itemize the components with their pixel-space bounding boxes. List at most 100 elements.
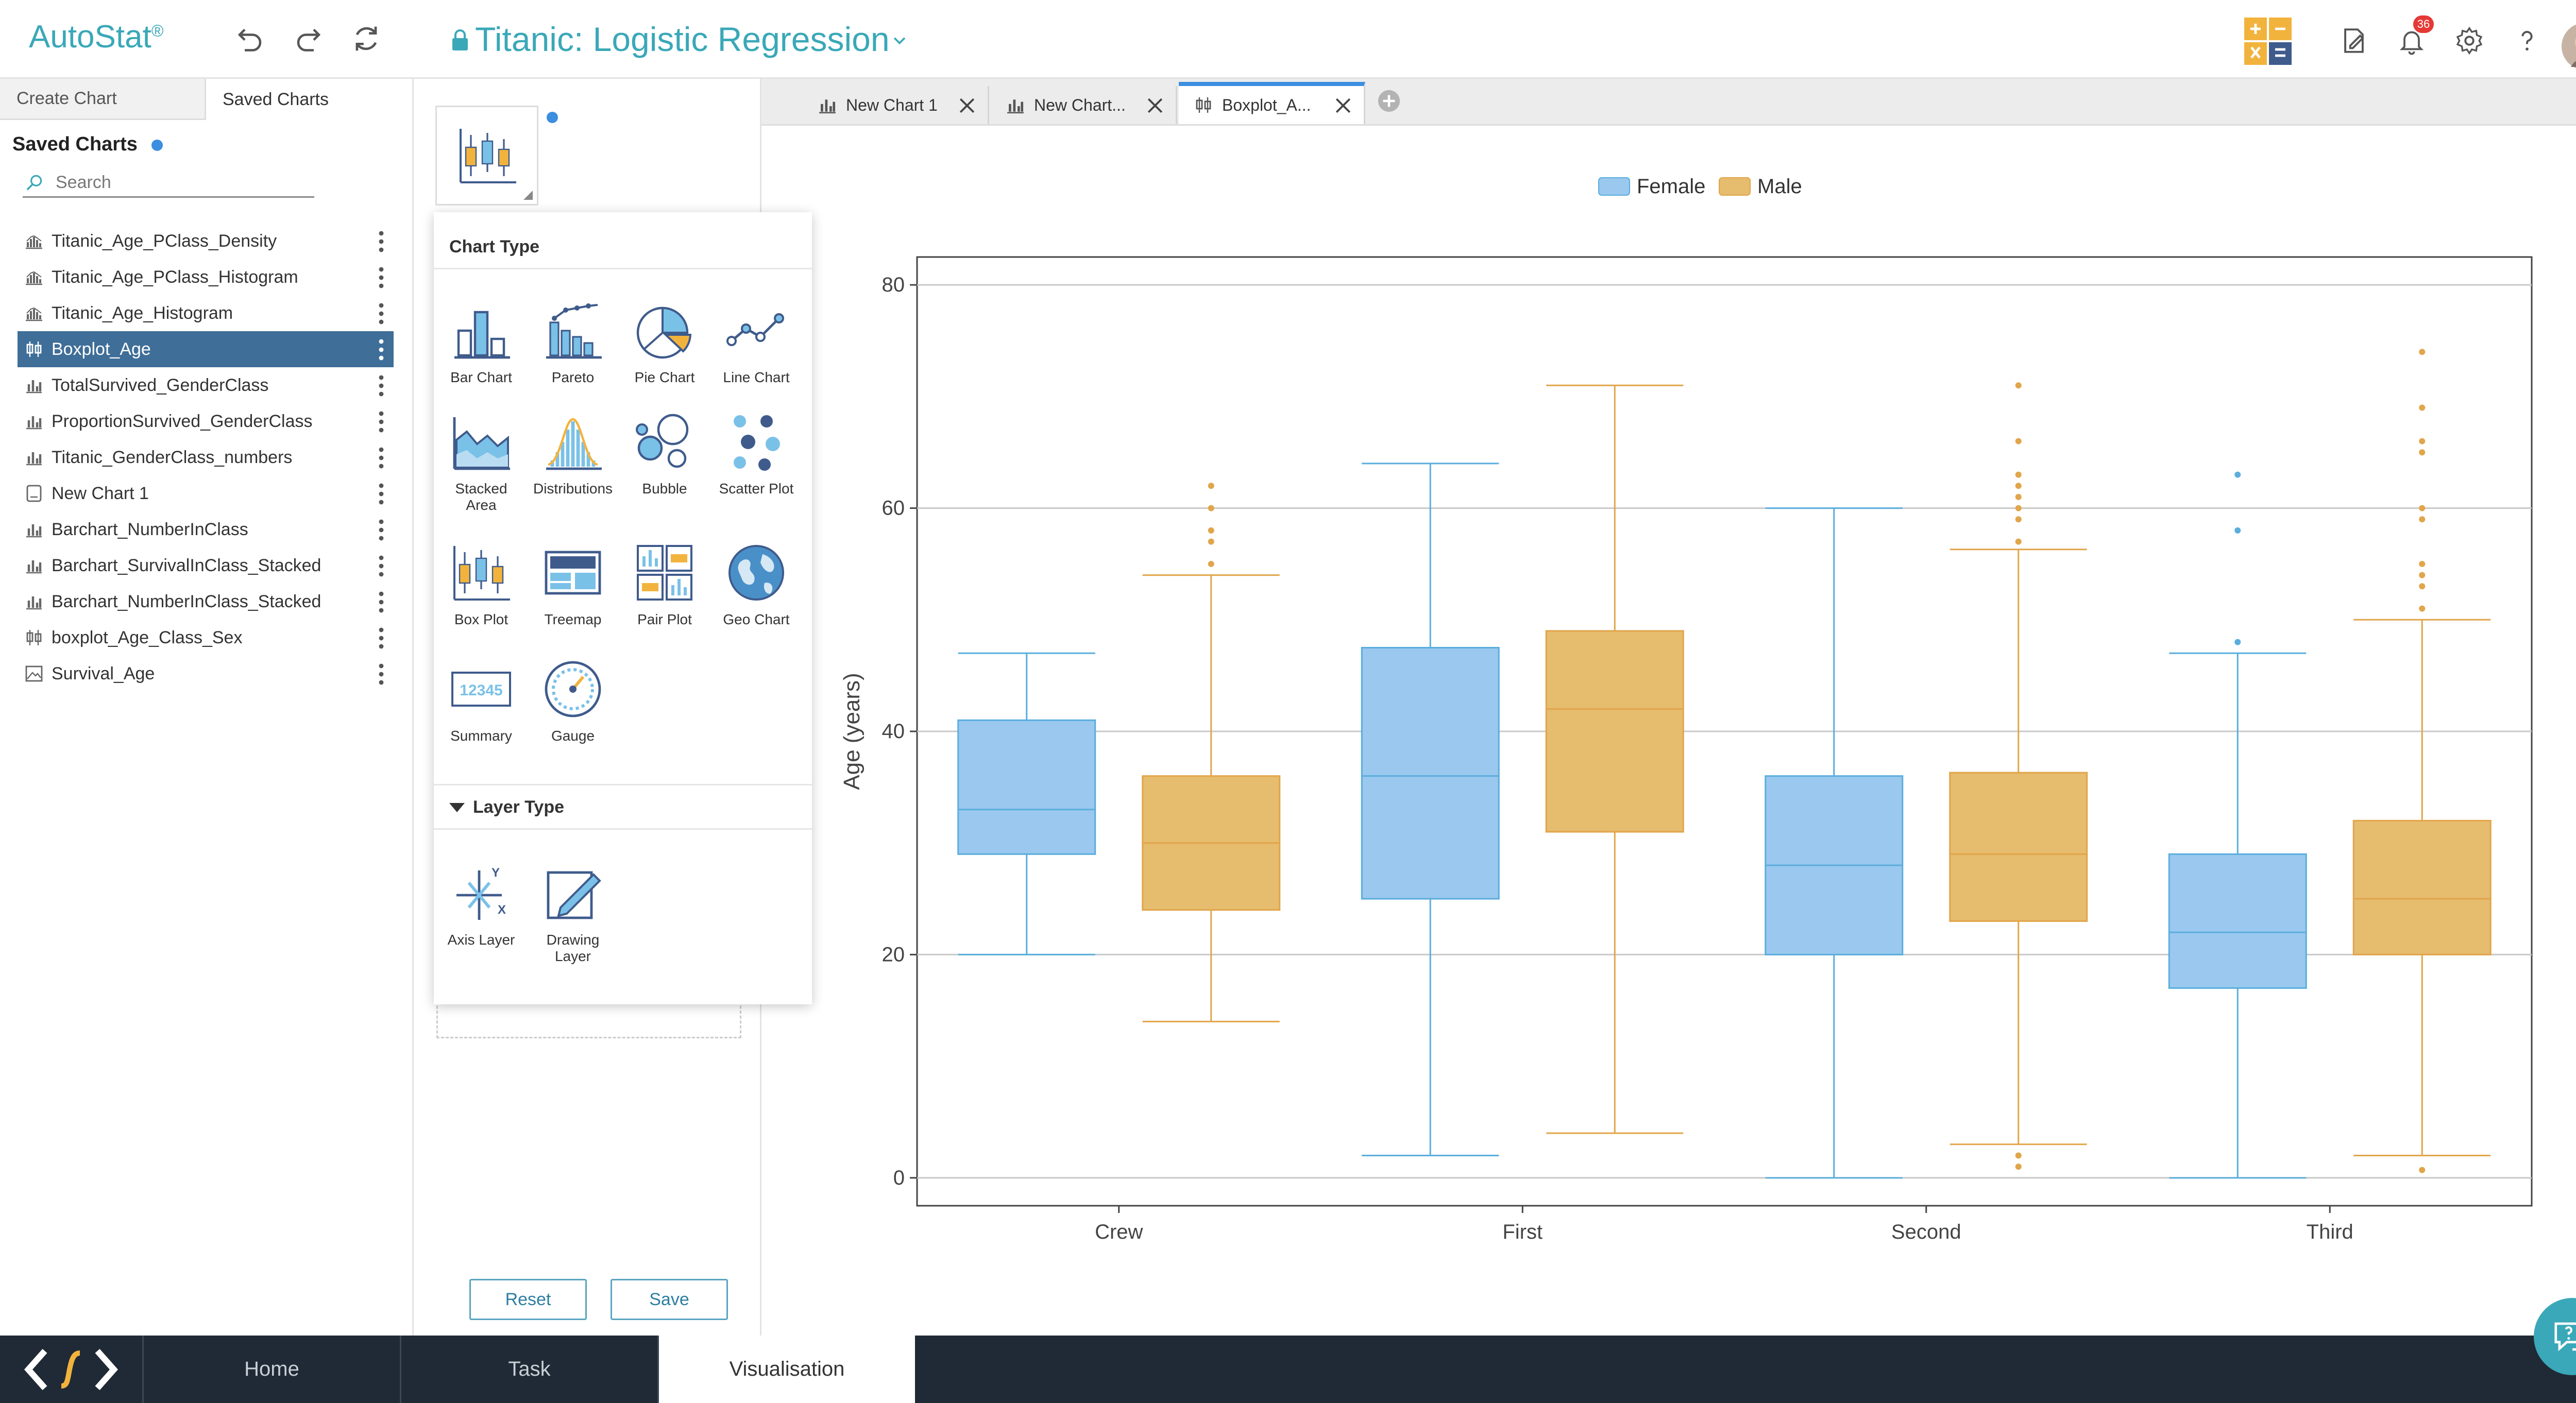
nav-tab-visualisation[interactable]: Visualisation [657,1336,915,1403]
pie-chart-icon [636,306,692,359]
tab-saved-charts[interactable]: Saved Charts [206,79,411,120]
chart-type-summary[interactable]: 12345 Summary [440,658,522,744]
more-vertical-icon[interactable] [376,410,386,433]
outlier-point [2015,538,2022,545]
close-icon[interactable] [1147,97,1163,114]
chart-type-gauge[interactable]: Gauge [532,658,614,744]
tab-create-chart[interactable]: Create Chart [0,79,206,120]
chart-type-label: Bubble [642,481,687,497]
x-tick-label: Third [2307,1221,2353,1243]
save-button[interactable]: Save [611,1279,728,1320]
reset-button[interactable]: Reset [469,1279,587,1320]
layer-type-toggle[interactable]: Layer Type [449,797,564,817]
more-vertical-icon[interactable] [376,374,386,397]
list-item[interactable]: Survival_Age [18,656,394,692]
refresh-button[interactable] [343,15,389,62]
outlier-point [2015,1152,2022,1159]
list-item[interactable]: Barchart_NumberInClass [18,511,394,547]
notes-edit-icon [2344,28,2364,53]
list-item[interactable]: Titanic_Age_PClass_Density [18,223,394,259]
nav-tab-home[interactable]: Home [142,1336,400,1403]
chart-type-pair-plot[interactable]: Pair Plot [623,542,706,628]
list-item[interactable]: Barchart_SurvivalInClass_Stacked [18,547,394,584]
more-vertical-icon[interactable] [376,447,386,469]
svg-text:X: X [498,903,506,917]
chart-type-selector[interactable] [435,106,538,206]
gear-icon [2456,26,2483,55]
notes-button[interactable] [2331,18,2377,64]
list-item[interactable]: boxplot_Age_Class_Sex [18,620,394,656]
more-vertical-icon[interactable] [376,338,386,361]
chart-type-scatter-plot[interactable]: Scatter Plot [715,411,798,497]
close-icon[interactable] [959,97,975,114]
chart-tab[interactable]: New Chart 1 [803,86,989,124]
more-vertical-icon[interactable] [376,591,386,613]
chart-type-pareto[interactable]: Pareto [532,300,614,386]
box-iqr [1949,772,2088,922]
nav-tab-task[interactable]: Task [400,1336,657,1403]
selection-indicator-dot [547,112,558,123]
app-logo-mark[interactable] [0,1336,142,1403]
outlier-point [1208,505,1214,511]
close-icon[interactable] [1335,97,1351,114]
boxplot-icon [23,627,45,648]
undo-button[interactable] [227,15,273,62]
more-vertical-icon[interactable] [376,302,386,325]
settings-button[interactable] [2446,18,2493,64]
more-vertical-icon[interactable] [376,555,386,577]
user-avatar[interactable] [2561,22,2576,71]
chart-type-bar-chart[interactable]: Bar Chart [440,300,522,386]
add-tab-icon[interactable] [1377,89,1401,113]
document-title[interactable]: Titanic: Logistic Regression [475,20,890,58]
list-item[interactable]: Titanic_GenderClass_numbers [18,439,394,475]
help-button[interactable] [2504,18,2550,64]
y-tick-label: 80 [882,273,905,296]
list-item[interactable]: TotalSurvived_GenderClass [18,367,394,403]
list-item-selected[interactable]: Boxplot_Age [18,331,394,367]
chart-type-box-plot[interactable]: Box Plot [440,542,522,628]
more-vertical-icon[interactable] [376,663,386,686]
more-vertical-icon[interactable] [376,266,386,289]
redo-icon [297,28,321,52]
chart-type-label: Stacked Area [455,481,507,513]
chart-type-pie-chart[interactable]: Pie Chart [623,300,706,386]
chart-type-bubble[interactable]: Bubble [623,411,706,497]
search-input[interactable] [55,169,304,195]
list-item[interactable]: Titanic_Age_Histogram [18,295,394,331]
chart-type-geo-chart[interactable]: Geo Chart [715,542,798,628]
chart-type-line-chart[interactable]: Line Chart [715,300,798,386]
calculator-button[interactable] [2244,18,2292,65]
layer-type-drawing-layer[interactable]: Drawing Layer [532,862,614,965]
app-logo[interactable]: AutoStat® [29,19,163,55]
chart-tab[interactable]: New Chart... [991,86,1177,124]
list-item[interactable]: Barchart_NumberInClass_Stacked [18,584,394,620]
undo-icon [238,28,262,52]
redo-button[interactable] [285,15,332,62]
chart-tab-active[interactable]: Boxplot_A... [1179,82,1365,124]
list-item[interactable]: Titanic_Age_PClass_Histogram [18,259,394,295]
box-plot-chart: 0 20 40 60 80 Age (years) Crew First Second Third… [839,175,2533,1243]
chart-type-label: Box Plot [454,611,509,627]
bar-chart-icon [1007,99,1024,114]
more-vertical-icon[interactable] [376,627,386,649]
list-item[interactable]: New Chart 1 [18,475,394,511]
outlier-point [2234,527,2241,534]
chart-type-label: Line Chart [723,369,790,385]
legend-label: Female [1637,175,1705,198]
more-vertical-icon[interactable] [376,483,386,505]
document-menu-button[interactable] [879,20,920,61]
more-vertical-icon[interactable] [376,519,386,541]
chart-type-treemap[interactable]: Treemap [532,542,614,628]
search-box [23,169,314,198]
chart-type-distributions[interactable]: Distributions [532,411,614,497]
chart-type-stacked-area[interactable]: Stacked Area [440,411,522,514]
list-item[interactable]: ProportionSurvived_GenderClass [18,403,394,439]
outlier-point [1208,538,1214,545]
legend-swatch [1719,177,1751,196]
y-tick-label: 40 [882,720,905,743]
layer-type-label: Drawing Layer [546,932,600,964]
more-vertical-icon[interactable] [376,230,386,253]
notifications-button[interactable]: 36 [2388,15,2435,64]
chart-type-label: Pie Chart [634,369,695,385]
